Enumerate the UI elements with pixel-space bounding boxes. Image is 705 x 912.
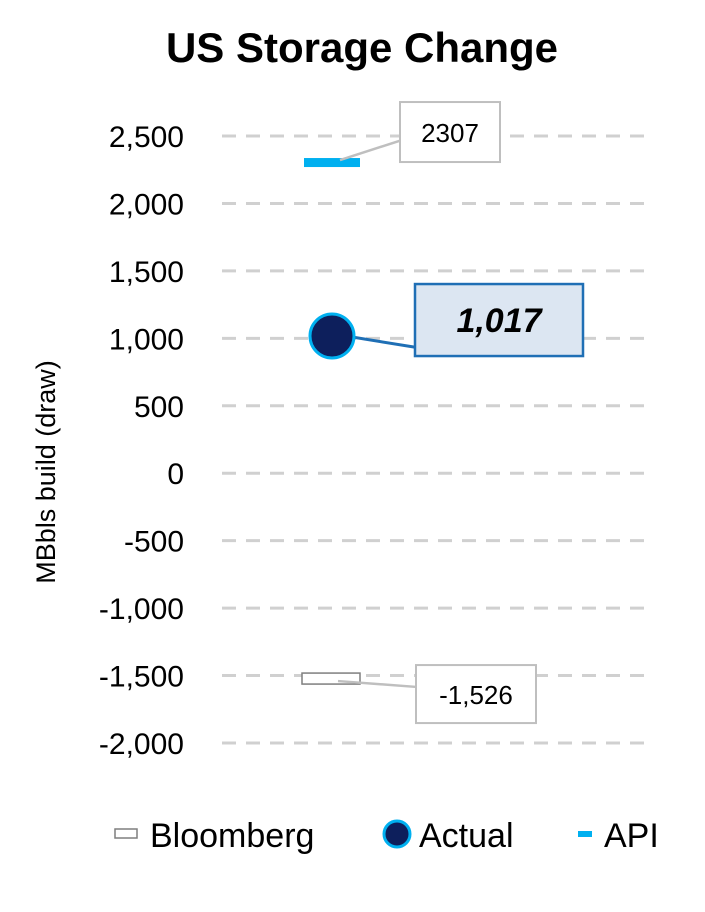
bloomberg-leader-line <box>337 679 419 689</box>
y-tick-labels: 2,500 2,000 1,500 1,000 500 0 -500 -1,000 -1,500… <box>99 121 184 761</box>
chart-title: US Storage Change <box>166 24 558 71</box>
y-tick-label: -2,000 <box>99 728 184 761</box>
legend-actual-label: Actual <box>419 817 514 855</box>
legend-actual-swatch <box>382 819 412 849</box>
y-tick-label: -1,500 <box>99 661 184 694</box>
gridlines <box>222 134 650 745</box>
api-marker <box>304 158 360 168</box>
y-tick-label: -500 <box>124 526 184 559</box>
y-tick-label: 1,500 <box>109 256 184 289</box>
y-tick-label: 0 <box>167 458 184 491</box>
legend: Bloomberg Actual API <box>114 817 659 855</box>
actual-callout-box <box>413 282 585 358</box>
actual-data-label: 1,017 <box>456 302 543 340</box>
api-callout-box <box>399 101 501 164</box>
bloomberg-callout-box <box>415 664 537 725</box>
y-tick-label: 1,000 <box>109 323 184 356</box>
actual-leader-line <box>345 334 421 350</box>
legend-api-label: API <box>604 817 659 855</box>
y-tick-label: 2,500 <box>109 121 184 154</box>
legend-bloomberg-swatch <box>114 828 138 839</box>
y-axis-label: MBbls build (draw) <box>31 360 61 584</box>
data-marks: 2307 1,017 -1,526 <box>301 101 585 725</box>
bloomberg-data-label: -1,526 <box>439 680 513 710</box>
y-tick-label: 2,000 <box>109 188 184 221</box>
legend-bloomberg-label: Bloomberg <box>150 817 314 855</box>
y-tick-label: 500 <box>134 391 184 424</box>
legend-api-swatch <box>578 831 592 837</box>
api-data-label: 2307 <box>421 118 479 148</box>
y-tick-label: -1,000 <box>99 593 184 626</box>
actual-marker <box>308 312 356 360</box>
api-leader-line <box>339 138 403 162</box>
bloomberg-marker <box>301 672 361 685</box>
